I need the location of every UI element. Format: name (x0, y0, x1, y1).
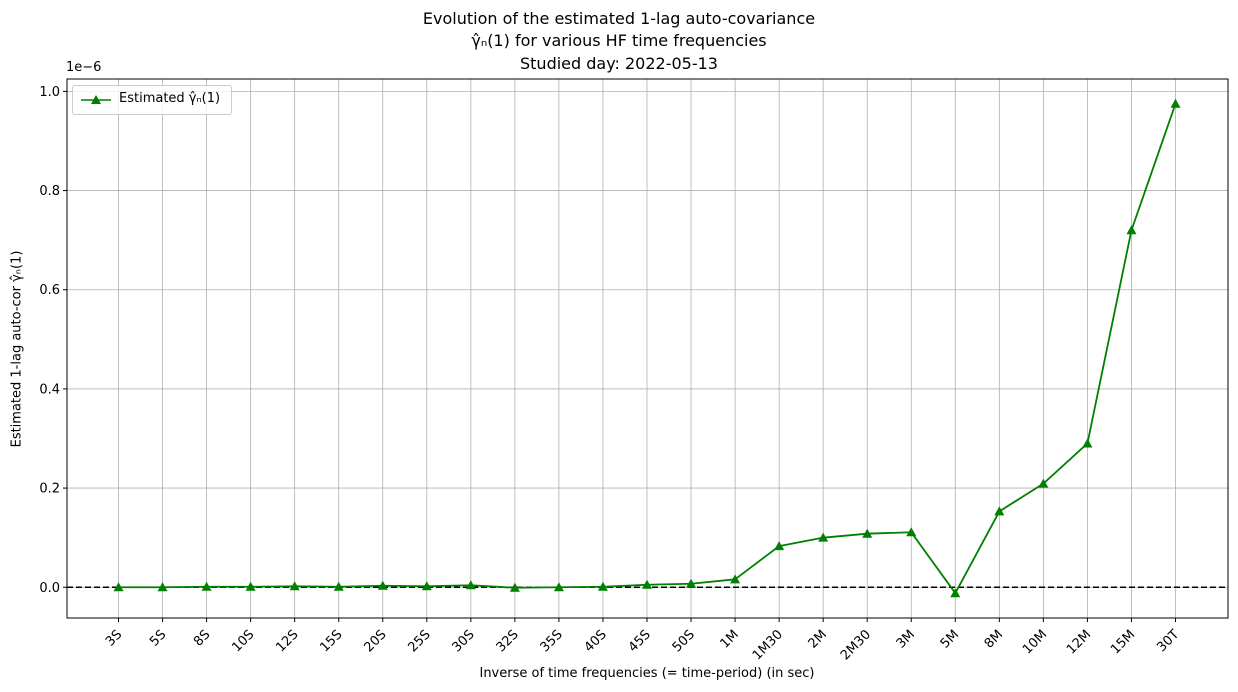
y-tick-label: 0.6 (39, 283, 60, 298)
x-tick-label: 3M (894, 627, 918, 651)
x-tick-label: 5S (147, 627, 169, 649)
x-tick-label: 10S (229, 627, 257, 655)
x-tick-label: 12M (1064, 627, 1094, 657)
data-point-marker (157, 582, 168, 592)
chart-title-line-2: γ̂ₙ(1) for various HF time frequencies (471, 31, 767, 50)
y-tick-label: 0.0 (39, 581, 60, 596)
data-point-marker (333, 581, 344, 591)
data-point-marker (289, 581, 300, 591)
x-tick-label: 3S (103, 627, 125, 649)
data-point-marker (597, 581, 608, 591)
legend-label: Estimated γ̂ₙ(1) (119, 91, 221, 106)
y-axis-offset-label: 1e−6 (66, 60, 102, 75)
data-point-marker (113, 582, 124, 592)
y-axis-label: Estimated 1-lag auto-cor γ̂ₙ(1) (9, 250, 25, 448)
x-tick-label: 20S (361, 627, 389, 655)
x-tick-label: 2M (806, 627, 830, 651)
data-point-marker (465, 580, 476, 590)
x-tick-label: 40S (582, 627, 610, 655)
data-point-marker (201, 581, 212, 591)
chart-title-line-1: Evolution of the estimated 1-lag auto-co… (422, 9, 816, 28)
y-tick-label: 0.4 (39, 382, 60, 397)
x-tick-label: 45S (626, 627, 654, 655)
data-point-marker (730, 574, 741, 584)
legend-swatch-icon (81, 95, 111, 104)
x-tick-label: 30T (1154, 627, 1182, 655)
x-tick-label: 30S (450, 627, 478, 655)
y-axis-ticks: 0.0 0.2 0.4 0.6 0.8 1.0 (39, 85, 67, 596)
data-point-marker (1170, 98, 1181, 108)
x-tick-label: 10M (1020, 627, 1050, 657)
data-point-marker (1082, 438, 1093, 448)
x-tick-label: 25S (405, 627, 433, 655)
grid-layer (67, 79, 1228, 618)
chart-title-line-3: Studied day: 2022-05-13 (520, 54, 718, 73)
y-tick-label: 0.2 (39, 482, 60, 497)
plot-frame (66, 78, 1229, 619)
data-point-marker (686, 578, 697, 588)
data-point-marker (642, 579, 652, 589)
data-point-marker (906, 527, 917, 537)
y-tick-label: 1.0 (39, 85, 60, 100)
data-point-marker (553, 582, 564, 592)
data-point-marker (1038, 478, 1049, 488)
x-tick-label: 8M (982, 627, 1006, 651)
data-point-marker (994, 506, 1005, 516)
data-point-marker (774, 541, 785, 551)
legend: Estimated γ̂ₙ(1) (72, 85, 232, 115)
x-tick-label: 32S (494, 627, 522, 655)
data-point-marker (509, 582, 520, 592)
x-tick-label: 12S (273, 627, 301, 655)
x-tick-label: 35S (538, 627, 566, 655)
data-point-marker (245, 581, 256, 591)
y-tick-label: 0.8 (39, 184, 60, 199)
data-point-marker (377, 580, 388, 590)
x-tick-label: 1M30 (750, 627, 786, 663)
x-tick-label: 8S (191, 627, 213, 649)
data-point-marker (862, 528, 873, 538)
x-axis-label: Inverse of time frequencies (= time-peri… (479, 666, 815, 681)
data-point-marker (818, 532, 829, 542)
x-tick-label: 2M30 (838, 627, 874, 663)
x-tick-label: 15M (1108, 627, 1138, 657)
x-tick-label: 1M (718, 627, 742, 651)
x-tick-label: 50S (670, 627, 698, 655)
series-layer (113, 98, 1181, 598)
x-tick-label: 15S (317, 627, 345, 655)
data-point-marker (1126, 225, 1137, 235)
x-tick-label: 5M (938, 627, 962, 651)
data-point-marker (950, 588, 961, 598)
x-axis-ticks: 3S 5S 8S 10S 12S 15S 20S 25S 30S 32S 35S 40S 45S 50S 1… (103, 618, 1182, 663)
data-point-marker (421, 581, 432, 591)
